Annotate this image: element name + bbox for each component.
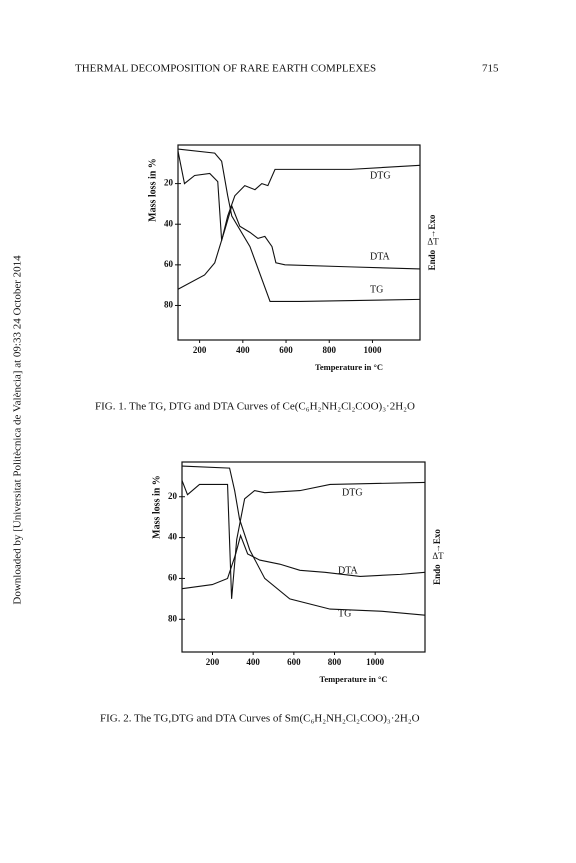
x-tick-label: 600 xyxy=(279,345,293,355)
curve xyxy=(181,480,426,599)
x-tick-label: 1000 xyxy=(366,657,385,667)
x-tick-label: 400 xyxy=(246,657,260,667)
x-tick-label: 800 xyxy=(323,345,337,355)
figure: 20 40 60 80 200 400 600 800 1000 Temperature in °… xyxy=(100,461,445,725)
x-tick-label: 200 xyxy=(193,345,207,355)
y-tick-label: 20 xyxy=(164,178,174,188)
curve xyxy=(181,533,426,590)
curve-label: DTG xyxy=(370,170,391,181)
curve-label: TG xyxy=(370,284,383,295)
x-tick-label: 800 xyxy=(328,657,342,667)
plot-frame xyxy=(181,461,426,653)
right-axis-symbol: ΔT xyxy=(427,237,439,247)
y-tick-label: 60 xyxy=(168,573,178,583)
y-axis-label: Mass loss in % xyxy=(151,475,162,539)
figure: 20 40 60 80 200 400 600 800 1000 Temperature in °… xyxy=(95,144,440,413)
y-tick-label: 40 xyxy=(164,218,174,228)
x-tick-label: 1000 xyxy=(363,345,382,355)
curve-label: TG xyxy=(338,608,351,619)
figure-caption: FIG. 2. The TG,DTG and DTA Curves of Sm(… xyxy=(100,713,420,725)
plot-frame xyxy=(177,144,421,341)
curve xyxy=(177,204,421,290)
download-note: Downloaded by [Universitat Politècnica d… xyxy=(12,255,24,605)
x-tick-label: 400 xyxy=(236,345,250,355)
y-tick-label: 80 xyxy=(168,613,178,623)
curve xyxy=(181,465,426,616)
x-tick-label: 600 xyxy=(287,657,301,667)
y-tick-label: 20 xyxy=(168,491,178,501)
curve xyxy=(177,148,421,302)
page-number: 715 xyxy=(482,63,499,75)
curve-label: DTA xyxy=(370,251,391,262)
curve-label: DTA xyxy=(338,565,359,576)
figure-caption: FIG. 1. The TG, DTG and DTA Curves of Ce… xyxy=(95,401,415,413)
running-head: THERMAL DECOMPOSITION OF RARE EARTH COMP… xyxy=(75,63,376,75)
y-axis-label: Mass loss in % xyxy=(147,158,158,222)
x-axis-label: Temperature in °C xyxy=(315,362,383,372)
curve xyxy=(177,150,421,241)
y-tick-label: 40 xyxy=(168,532,178,542)
x-axis-label: Temperature in °C xyxy=(319,674,387,684)
curve-label: DTG xyxy=(342,487,363,498)
symbol-backdrop xyxy=(431,551,445,563)
y-tick-label: 60 xyxy=(164,259,174,269)
right-axis-symbol: ΔT xyxy=(432,551,444,561)
x-tick-label: 200 xyxy=(206,657,220,667)
symbol-backdrop xyxy=(426,236,440,249)
y-tick-label: 80 xyxy=(164,300,174,310)
